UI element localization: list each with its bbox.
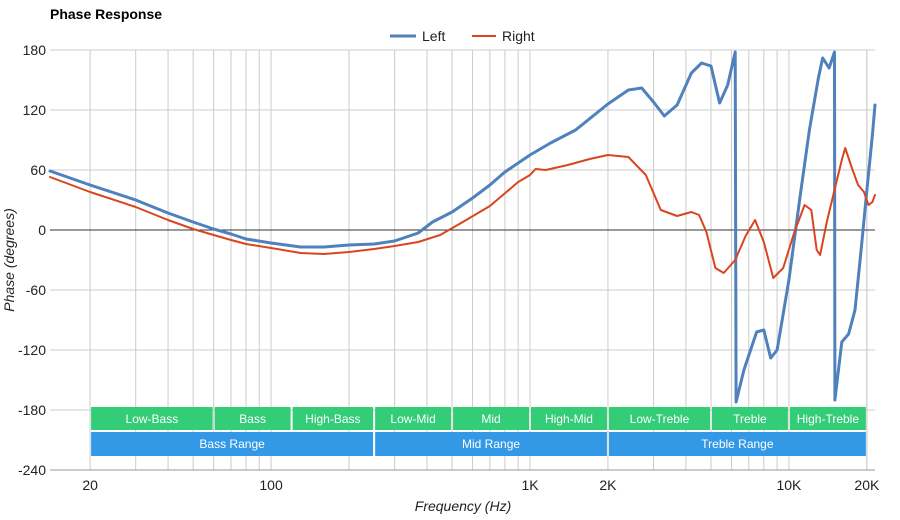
band-mid-rect (453, 407, 530, 430)
chart-title: Phase Response (50, 6, 162, 22)
band-treble-rect (711, 407, 788, 430)
x-axis-label: Frequency (Hz) (415, 498, 511, 514)
series-line-right (49, 147, 876, 279)
x-tick-label: 1K (521, 477, 539, 493)
x-tick-label: 10K (776, 477, 802, 493)
range-treble-range-label: Treble Range (701, 437, 774, 451)
y-tick-label: -240 (18, 462, 46, 478)
band-high-bass-label: High-Bass (305, 412, 360, 426)
y-tick-label: -60 (26, 282, 46, 298)
band-low-treble-label: Low-Treble (630, 412, 690, 426)
x-tick-label: 2K (599, 477, 617, 493)
y-tick-label: -180 (18, 402, 46, 418)
band-mid-label: Mid (481, 412, 500, 426)
y-tick-label: 180 (23, 42, 47, 58)
band-high-treble-rect (789, 407, 866, 430)
band-low-bass-label: Low-Bass (126, 412, 179, 426)
y-tick-label: 120 (23, 102, 47, 118)
series-line-left (48, 50, 877, 404)
band-low-treble-rect (608, 407, 710, 430)
x-tick-label: 100 (259, 477, 283, 493)
range-mid-range-label: Mid Range (462, 437, 520, 451)
band-high-bass-rect (292, 407, 374, 430)
grid (50, 49, 875, 471)
band-treble-label: Treble (733, 412, 767, 426)
y-tick-label: 60 (30, 162, 46, 178)
legend-label-left: Left (422, 28, 445, 44)
legend: Left Right (390, 28, 535, 44)
legend-label-right: Right (502, 28, 535, 44)
frequency-range-bands: Low-Bass Bass High-Bass Low-Mid Mid High-Mid L… (91, 407, 866, 456)
x-tick-label: 20K (854, 477, 880, 493)
band-low-mid-rect (375, 407, 452, 430)
y-tick-label: 0 (38, 222, 46, 238)
band-high-treble-label: High-Treble (797, 412, 860, 426)
range-bass-range-label: Bass Range (199, 437, 265, 451)
x-axis-ticks: 20 100 1K 2K 10K 20K (82, 477, 880, 493)
series-lines (48, 50, 877, 404)
band-bass-rect (214, 407, 291, 430)
band-high-mid-label: High-Mid (545, 412, 593, 426)
band-low-mid-label: Low-Mid (390, 412, 435, 426)
y-axis-ticks: 180 120 60 0 -60 -120 -180 -240 (18, 42, 46, 478)
band-bass-label: Bass (239, 412, 266, 426)
y-axis-label: Phase (degrees) (1, 208, 17, 312)
range-mid-range-rect (375, 432, 607, 456)
range-treble-range-rect (608, 432, 866, 456)
band-high-mid-rect (531, 407, 607, 430)
range-bass-range-rect (91, 432, 374, 456)
x-tick-label: 20 (82, 477, 98, 493)
y-tick-label: -120 (18, 342, 46, 358)
band-low-bass-rect (91, 407, 213, 430)
